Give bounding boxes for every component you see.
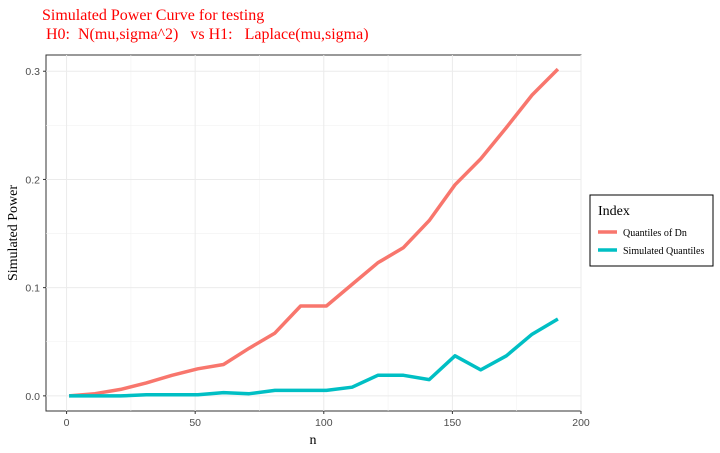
y-tick-label: 0.1: [25, 283, 40, 295]
legend-title: Index: [598, 204, 630, 219]
chart-title-line1: Simulated Power Curve for testing: [42, 7, 264, 24]
x-tick-label: 0: [64, 417, 70, 429]
legend: Index Quantiles of Dn Simulated Quantile…: [589, 194, 714, 267]
x-tick-label: 50: [189, 417, 201, 429]
series-line-quantiles-of-dn: [68, 67, 560, 398]
axis-ticks: 0 50 100 150 200 0.0 0.1 0.2 0.3: [25, 66, 590, 429]
legend-label-quantiles-of-dn: Quantiles of Dn: [623, 228, 687, 239]
legend-label-simulated-quantiles: Simulated Quantiles: [623, 246, 704, 257]
x-tick-label: 200: [572, 417, 590, 429]
series-line-simulated-quantiles: [69, 317, 559, 398]
y-tick-label: 0.0: [25, 391, 40, 403]
legend-box: [589, 194, 714, 267]
series-lines: [68, 67, 560, 398]
chart-title-line2: H0: N(mu,sigma^2) vs H1: Laplace(mu,sigm…: [42, 26, 369, 43]
y-axis-title: Simulated Power: [6, 185, 21, 281]
plot-panel: [45, 54, 582, 412]
y-tick-label: 0.3: [25, 66, 40, 78]
y-tick-label: 0.2: [25, 174, 40, 186]
x-axis-title: n: [310, 433, 317, 448]
x-tick-label: 150: [444, 417, 462, 429]
x-tick-label: 100: [315, 417, 333, 429]
